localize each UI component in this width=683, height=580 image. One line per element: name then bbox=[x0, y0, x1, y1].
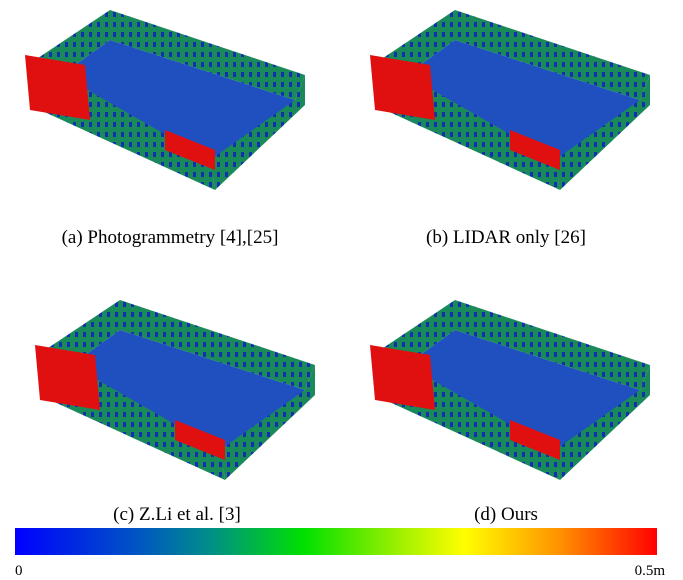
panel-d: (d) Ours bbox=[370, 300, 650, 525]
figure: (a) Photogrammetry [4],[25] (b) LIDAR on… bbox=[0, 0, 683, 580]
panel-a: (a) Photogrammetry [4],[25] bbox=[25, 10, 305, 248]
panel-c: (c) Z.Li et al. [3] bbox=[35, 300, 315, 525]
caption: (c) Z.Li et al. [3] bbox=[113, 504, 241, 525]
colorbar-max: 0.5m bbox=[635, 563, 666, 579]
render bbox=[35, 300, 315, 480]
panel-b: (b) LIDAR only [26] bbox=[370, 10, 650, 248]
render bbox=[370, 10, 650, 190]
colorbar-min: 0 bbox=[15, 563, 23, 579]
colorbar bbox=[15, 528, 657, 555]
caption: (b) LIDAR only [26] bbox=[426, 227, 586, 248]
render bbox=[25, 10, 305, 190]
caption: (d) Ours bbox=[474, 504, 538, 525]
render bbox=[370, 300, 650, 480]
caption: (a) Photogrammetry [4],[25] bbox=[62, 227, 279, 248]
